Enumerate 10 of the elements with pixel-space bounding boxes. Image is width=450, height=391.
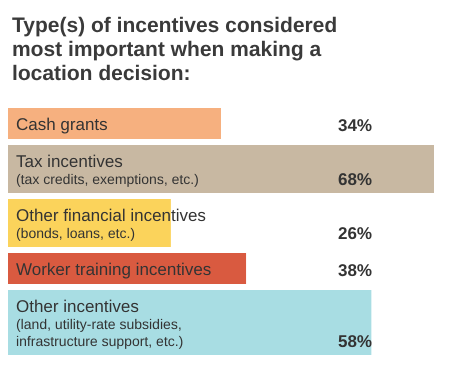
chart-title: Type(s) of incentives considered most important when making a location decision:	[12, 14, 338, 85]
data-label: 38%	[338, 261, 372, 280]
y-tick-label: Other incentives (land, utility-rate subsidies, infrastructure support, etc.)	[16, 297, 184, 349]
data-label: 34%	[338, 116, 372, 135]
y-tick-label: Cash grants	[16, 115, 108, 134]
y-tick-label: Worker training incentives	[16, 260, 212, 279]
y-tick-label: Tax incentives (tax credits, exemptions, etc.)	[16, 152, 199, 187]
data-label: 26%	[338, 224, 372, 243]
data-label: 58%	[338, 332, 372, 351]
data-label: 68%	[338, 170, 372, 189]
